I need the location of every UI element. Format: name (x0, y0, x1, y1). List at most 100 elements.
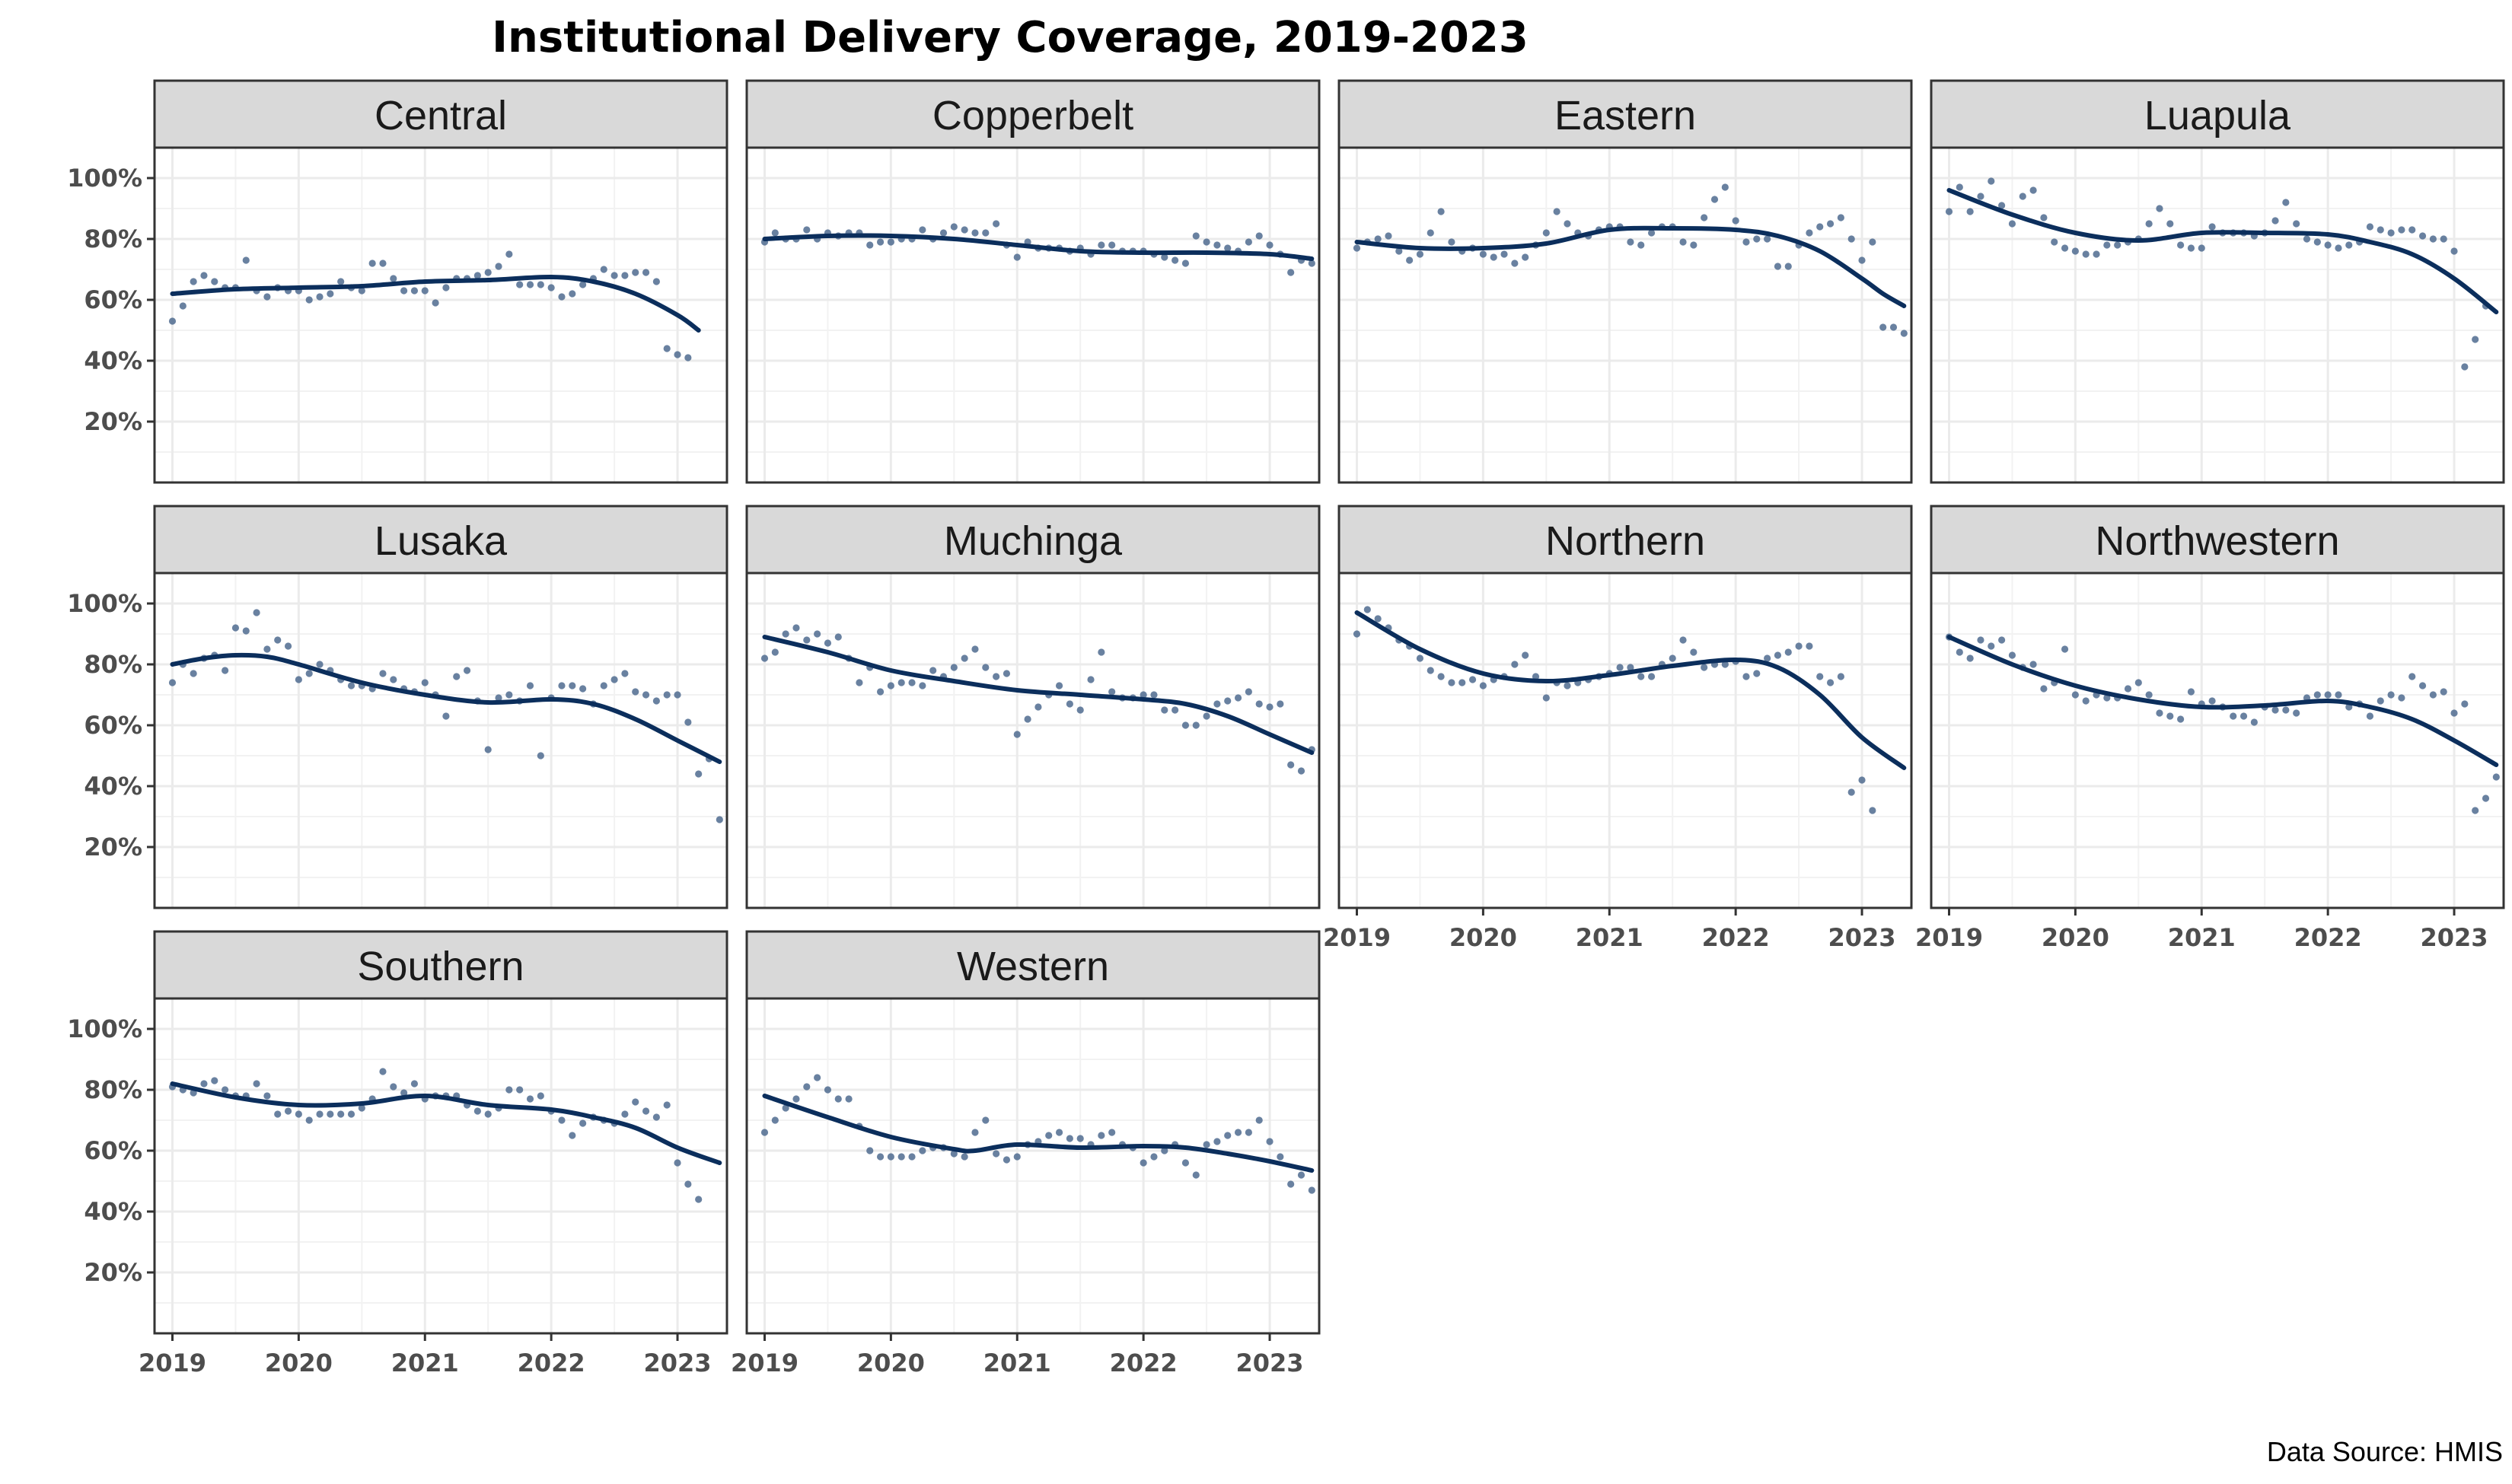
data-point (782, 1104, 789, 1112)
data-point (2061, 645, 2069, 653)
x-tick-label: 2023 (1235, 1349, 1303, 1377)
data-point (2008, 651, 2016, 659)
data-point (1255, 1116, 1263, 1124)
data-point (971, 229, 979, 237)
data-point (1203, 238, 1210, 246)
data-point (856, 679, 863, 686)
data-point (537, 752, 544, 760)
data-point (1826, 220, 1835, 228)
facet-strip (153, 79, 728, 149)
data-point (579, 281, 587, 288)
data-point (2187, 244, 2195, 252)
facet-strip (153, 505, 728, 575)
data-point (1161, 706, 1168, 714)
data-point (771, 648, 779, 656)
data-point (579, 685, 587, 693)
data-point (421, 287, 429, 295)
data-point (876, 238, 885, 246)
panel-border (1930, 146, 2505, 484)
data-point (1553, 208, 1560, 215)
data-point (2230, 712, 2237, 720)
data-point (1013, 731, 1021, 738)
data-point (908, 1153, 916, 1161)
panel-northern: Northern 2019 2020 2021 2022 2023 (1323, 505, 1913, 952)
data-point (1701, 664, 1708, 671)
trend-line (1946, 635, 2499, 767)
data-point (442, 284, 450, 291)
data-point (1277, 700, 1284, 708)
x-tick-label: 2020 (1449, 923, 1517, 952)
data-point (1448, 679, 1455, 686)
data-point (347, 1110, 355, 1118)
data-point (1150, 691, 1158, 699)
data-point (993, 1150, 1000, 1158)
data-point (2166, 220, 2174, 228)
data-point (1181, 721, 1190, 729)
panel-southern: Southern 20% 40% 60% 80% 100% 2019 2020 2021 2022… (67, 930, 728, 1377)
data-point (2377, 697, 2384, 705)
y-tick-label: 20% (84, 407, 142, 436)
trend-line (1354, 225, 1907, 308)
data-point (1224, 244, 1232, 252)
data-point (1448, 238, 1455, 246)
data-point (887, 1153, 894, 1161)
data-point (211, 1077, 218, 1084)
data-point (845, 1095, 853, 1103)
data-point (274, 1110, 282, 1118)
data-point (1522, 651, 1529, 659)
y-tick-label: 40% (84, 1197, 142, 1226)
data-point (908, 679, 916, 686)
data-point (1203, 712, 1210, 720)
data-point (887, 238, 894, 246)
data-point (1066, 1135, 1073, 1142)
data-point (263, 645, 271, 653)
facet-label: Lusaka (375, 518, 508, 564)
data-point (1742, 673, 1750, 680)
data-point (1690, 648, 1698, 656)
data-point (1172, 256, 1179, 264)
data-point (400, 1089, 408, 1097)
data-point (2440, 688, 2447, 696)
data-point (2103, 241, 2111, 249)
data-point (516, 281, 524, 288)
data-point (2345, 241, 2353, 249)
data-point (1161, 1147, 1168, 1154)
data-point (1542, 694, 1550, 702)
data-point (760, 1129, 769, 1136)
data-point (1490, 253, 1497, 261)
data-point (558, 682, 566, 689)
data-point (1869, 238, 1876, 246)
data-point (610, 272, 618, 279)
x-tick-label: 2021 (1576, 923, 1643, 952)
y-tick-label: 100% (67, 1014, 142, 1043)
data-point (684, 354, 692, 361)
data-point (1564, 220, 1571, 228)
data-point (168, 679, 177, 686)
data-point (2239, 712, 2248, 720)
data-point (1353, 630, 1361, 638)
data-point (484, 746, 492, 753)
facet-label: Eastern (1554, 93, 1696, 139)
data-point (1076, 1135, 1084, 1142)
data-point (569, 1132, 576, 1139)
data-point (1721, 183, 1729, 191)
facet-strip (1930, 79, 2505, 149)
data-point (1637, 673, 1645, 680)
data-point (337, 278, 345, 285)
data-point (337, 1110, 345, 1118)
data-point (2461, 700, 2469, 708)
facet-strip (1337, 79, 1913, 149)
data-point (2271, 706, 2279, 714)
facet-strip (1337, 505, 1913, 575)
data-point (993, 673, 1000, 680)
data-point (1647, 229, 1656, 237)
data-point (1416, 654, 1424, 662)
data-point (1732, 217, 1739, 225)
x-tick-label: 2022 (1110, 1349, 1178, 1377)
data-point (782, 630, 789, 638)
data-point (950, 1150, 958, 1158)
data-point (1266, 703, 1274, 711)
data-point (695, 1196, 703, 1203)
data-point (2250, 718, 2258, 726)
data-point (2029, 186, 2037, 194)
